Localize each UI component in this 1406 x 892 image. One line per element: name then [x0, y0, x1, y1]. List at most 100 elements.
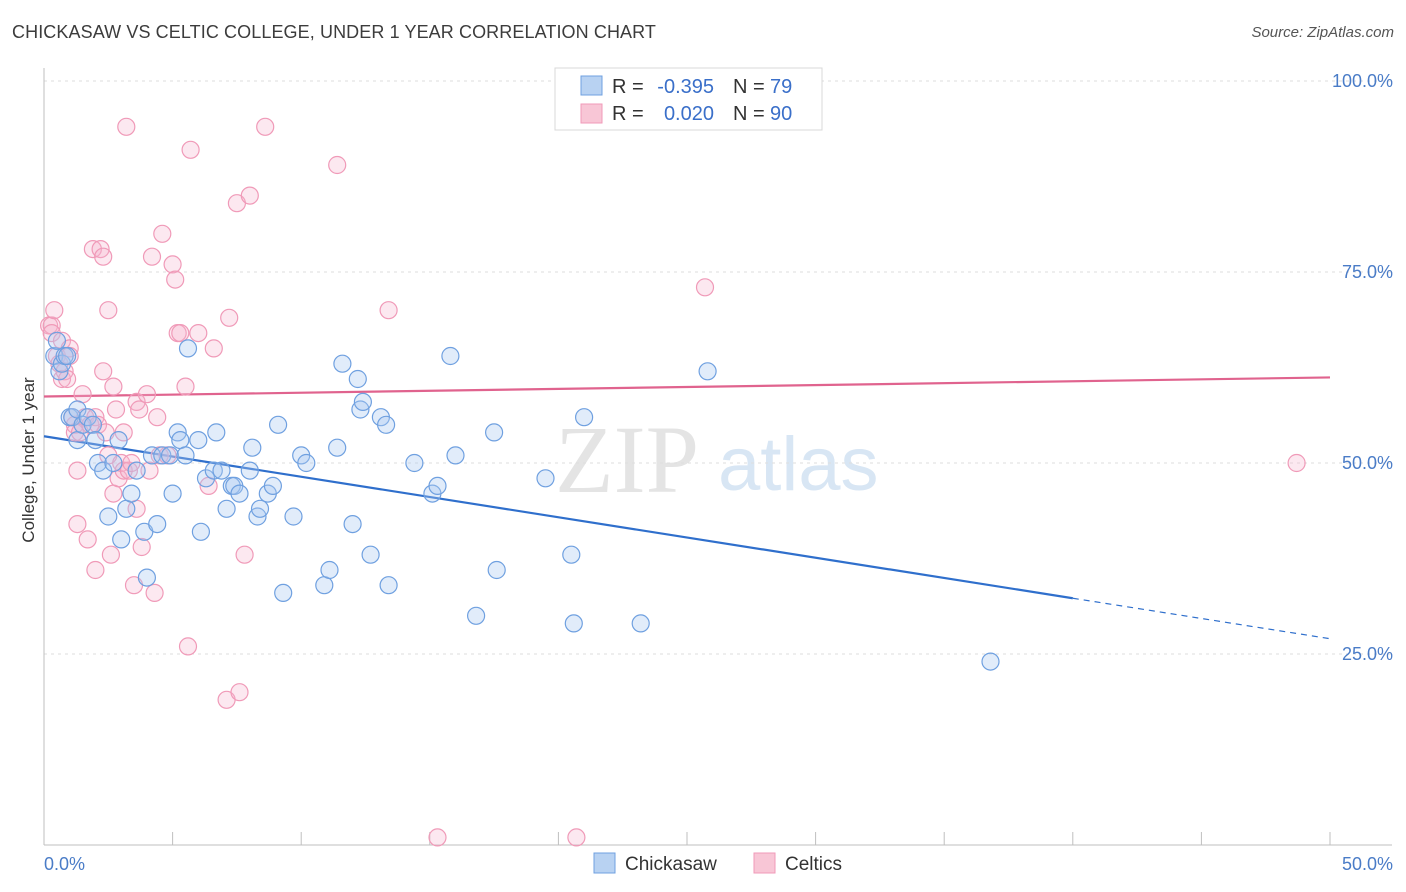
- point-celtics-70: [235, 545, 254, 564]
- point-chickasaw-66: [379, 576, 398, 595]
- point-chickasaw-52: [284, 507, 303, 526]
- point-celtics-78: [1287, 453, 1306, 473]
- axes: [43, 68, 1392, 846]
- point-celtics-27: [94, 362, 113, 381]
- point-celtics-76: [567, 828, 586, 847]
- point-chickasaw-58: [333, 354, 352, 373]
- point-celtics-51: [145, 583, 164, 603]
- point-chickasaw-5: [57, 346, 77, 366]
- trendline-chickasaw: [43, 435, 1073, 600]
- point-chickasaw-9: [68, 431, 87, 450]
- y-tick-label-2: 75.0%: [1342, 262, 1393, 282]
- point-chickasaw-18: [109, 431, 128, 450]
- y-tick-labels: 25.0% 50.0% 75.0% 100.0%: [1332, 71, 1393, 664]
- legend-swatch-celtics: [580, 103, 603, 124]
- point-celtics-77: [695, 278, 715, 297]
- point-chickasaw-60: [348, 369, 367, 389]
- point-celtics-15: [68, 461, 87, 480]
- point-celtics-24: [86, 560, 105, 580]
- point-chickasaw-25: [142, 446, 162, 465]
- point-chickasaw-74: [487, 560, 506, 580]
- point-chickasaw-78: [574, 408, 594, 427]
- bottom-legend: Chickasaw Celtics: [593, 852, 842, 875]
- point-chickasaw-69: [428, 476, 447, 495]
- point-chickasaw-63: [361, 545, 380, 564]
- point-chickasaw-15: [94, 461, 113, 480]
- point-chickasaw-81: [981, 652, 1000, 671]
- point-chickasaw-75: [536, 469, 555, 488]
- point-celtics-73: [328, 155, 347, 175]
- bottom-legend-label-celtics: Celtics: [785, 854, 842, 875]
- point-celtics-60: [176, 377, 195, 396]
- point-chickasaw-17: [104, 453, 123, 473]
- point-celtics-48: [137, 385, 156, 404]
- point-chickasaw-77: [564, 614, 583, 633]
- legend-n-label-2: N =: [733, 103, 765, 125]
- point-chickasaw-70: [441, 346, 460, 366]
- point-celtics-71: [240, 186, 259, 205]
- point-celtics-72: [256, 117, 275, 136]
- point-chickasaw-20: [117, 499, 136, 518]
- point-chickasaw-43: [230, 484, 249, 503]
- point-celtics-59: [171, 324, 190, 343]
- point-chickasaw-59: [343, 514, 362, 534]
- trend-lines: [43, 376, 1331, 640]
- legend-n-value-2: 90: [770, 103, 792, 125]
- point-celtics-22: [83, 240, 103, 259]
- point-chickasaw-79: [631, 614, 650, 633]
- point-chickasaw-33: [178, 339, 198, 358]
- point-celtics-33: [104, 377, 123, 396]
- point-chickasaw-44: [240, 461, 259, 480]
- series-chickasaw-points: [45, 331, 1000, 671]
- point-celtics-18: [73, 385, 92, 404]
- legend-r-value-1: -0.395: [657, 76, 714, 98]
- point-chickasaw-21: [122, 484, 141, 503]
- point-celtics-57: [166, 270, 185, 289]
- point-chickasaw-31: [171, 431, 190, 450]
- point-celtics-54: [153, 224, 172, 243]
- point-chickasaw-49: [263, 476, 282, 495]
- point-chickasaw-73: [485, 423, 504, 442]
- point-celtics-61: [178, 637, 198, 656]
- point-celtics-74: [379, 301, 398, 320]
- point-chickasaw-71: [446, 446, 465, 465]
- point-chickasaw-27: [153, 446, 172, 465]
- point-chickasaw-56: [320, 560, 339, 580]
- x-tick-label-0: 0.0%: [44, 854, 85, 874]
- gridlines: [44, 80, 1392, 655]
- point-celtics-28: [94, 247, 113, 266]
- watermark-atlas: atlas: [718, 422, 879, 507]
- point-chickasaw-76: [562, 545, 581, 564]
- point-celtics-38: [114, 461, 133, 480]
- point-chickasaw-39: [212, 461, 231, 480]
- y-tick-label-1: 50.0%: [1342, 453, 1393, 473]
- legend-swatch-chickasaw: [580, 75, 603, 96]
- series-celtics-points: [39, 117, 1306, 847]
- point-chickasaw-19: [112, 530, 131, 549]
- x-tick-labels: 0.0% 50.0%: [44, 854, 1393, 874]
- point-chickasaw-26: [148, 514, 167, 534]
- point-chickasaw-40: [217, 499, 236, 518]
- point-chickasaw-24: [137, 568, 156, 587]
- y-tick-label-3: 100.0%: [1332, 71, 1393, 91]
- point-celtics-49: [140, 461, 159, 480]
- point-celtics-47: [132, 537, 151, 557]
- point-celtics-16: [68, 514, 87, 534]
- y-axis-title: College, Under 1 year: [19, 377, 38, 543]
- point-chickasaw-51: [274, 583, 293, 603]
- point-chickasaw-1: [47, 331, 67, 350]
- point-chickasaw-50: [269, 415, 288, 434]
- point-chickasaw-29: [163, 484, 182, 503]
- point-celtics-20: [78, 530, 97, 549]
- point-celtics-35: [106, 400, 126, 419]
- point-chickasaw-16: [99, 507, 118, 526]
- chart-title: CHICKASAW VS CELTIC COLLEGE, UNDER 1 YEA…: [12, 22, 657, 42]
- point-chickasaw-80: [698, 362, 717, 381]
- point-celtics-25: [88, 415, 108, 434]
- point-chickasaw-34: [189, 431, 208, 450]
- point-chickasaw-38: [207, 423, 226, 442]
- legend-n-label-1: N =: [733, 76, 765, 98]
- point-chickasaw-22: [127, 461, 146, 480]
- point-celtics-56: [163, 255, 182, 274]
- point-chickasaw-12: [83, 415, 103, 434]
